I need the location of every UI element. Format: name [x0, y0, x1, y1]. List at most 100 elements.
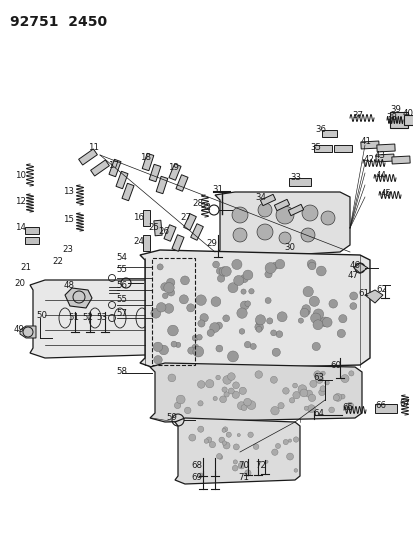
Polygon shape — [333, 144, 351, 151]
Polygon shape — [391, 156, 409, 164]
Circle shape — [175, 342, 180, 348]
Polygon shape — [65, 288, 92, 308]
Polygon shape — [140, 250, 369, 370]
Text: 27: 27 — [180, 214, 190, 222]
Text: 63: 63 — [312, 374, 323, 383]
Polygon shape — [260, 195, 275, 206]
Circle shape — [179, 295, 188, 304]
Text: 17: 17 — [108, 160, 119, 169]
Circle shape — [275, 260, 284, 269]
Polygon shape — [109, 159, 121, 177]
Circle shape — [297, 318, 303, 323]
Circle shape — [228, 282, 237, 293]
Circle shape — [255, 315, 265, 325]
Polygon shape — [143, 210, 150, 226]
Circle shape — [345, 402, 353, 410]
Text: 44: 44 — [375, 171, 386, 180]
Circle shape — [188, 434, 195, 441]
Polygon shape — [20, 326, 36, 338]
Text: 68: 68 — [190, 461, 202, 470]
Polygon shape — [122, 183, 134, 201]
Circle shape — [164, 304, 173, 313]
Circle shape — [328, 407, 334, 413]
Polygon shape — [376, 144, 394, 152]
Circle shape — [240, 289, 246, 294]
Circle shape — [206, 329, 214, 336]
Polygon shape — [90, 160, 109, 176]
Circle shape — [153, 356, 162, 364]
Polygon shape — [78, 149, 97, 165]
Circle shape — [243, 398, 251, 406]
Circle shape — [216, 268, 223, 274]
Text: 11: 11 — [88, 143, 99, 152]
Circle shape — [153, 342, 162, 352]
Text: 59: 59 — [166, 414, 176, 423]
Circle shape — [227, 373, 235, 381]
Circle shape — [166, 278, 174, 287]
Circle shape — [288, 439, 291, 442]
Text: 21: 21 — [20, 262, 31, 271]
Circle shape — [205, 379, 214, 388]
Bar — [152, 258, 195, 365]
Circle shape — [301, 205, 317, 221]
Circle shape — [249, 343, 256, 350]
Circle shape — [150, 308, 160, 318]
Circle shape — [192, 346, 203, 357]
Polygon shape — [322, 130, 337, 136]
Circle shape — [289, 398, 294, 403]
Text: 40: 40 — [402, 109, 413, 117]
Circle shape — [315, 376, 323, 383]
Circle shape — [292, 383, 297, 388]
Circle shape — [222, 441, 226, 445]
Text: 10: 10 — [15, 171, 26, 180]
Circle shape — [228, 388, 234, 394]
Text: 13: 13 — [63, 188, 74, 197]
Circle shape — [308, 394, 315, 401]
Circle shape — [308, 262, 315, 270]
Circle shape — [275, 331, 282, 337]
Circle shape — [333, 393, 341, 401]
Circle shape — [349, 303, 356, 310]
Circle shape — [211, 297, 220, 306]
Circle shape — [174, 402, 180, 409]
Circle shape — [167, 289, 174, 296]
Circle shape — [227, 351, 238, 362]
Circle shape — [171, 341, 176, 347]
Text: 35: 35 — [309, 142, 320, 151]
Circle shape — [191, 344, 199, 351]
Text: 24: 24 — [133, 238, 144, 246]
Circle shape — [162, 293, 168, 298]
Circle shape — [237, 462, 244, 469]
Circle shape — [305, 390, 312, 397]
Circle shape — [300, 228, 314, 242]
Circle shape — [209, 322, 219, 333]
Text: 70: 70 — [237, 461, 248, 470]
Circle shape — [244, 341, 250, 348]
Text: 72: 72 — [254, 461, 266, 470]
Circle shape — [328, 300, 337, 308]
Circle shape — [222, 376, 231, 384]
Circle shape — [254, 323, 263, 332]
Text: 29: 29 — [206, 239, 216, 248]
Circle shape — [311, 342, 320, 351]
Text: 65: 65 — [341, 402, 352, 411]
Text: 38: 38 — [385, 114, 396, 123]
Polygon shape — [154, 220, 162, 236]
Text: 43: 43 — [374, 150, 385, 159]
Circle shape — [324, 381, 328, 385]
Polygon shape — [288, 178, 310, 186]
Polygon shape — [353, 263, 367, 273]
Text: 42: 42 — [363, 156, 374, 165]
Circle shape — [278, 232, 290, 244]
Circle shape — [292, 392, 299, 399]
Polygon shape — [389, 112, 407, 128]
Circle shape — [319, 386, 325, 392]
Text: 45: 45 — [380, 189, 391, 198]
Circle shape — [302, 286, 313, 297]
Circle shape — [222, 427, 227, 432]
Circle shape — [187, 347, 195, 354]
Circle shape — [316, 266, 325, 276]
Polygon shape — [175, 418, 299, 484]
Circle shape — [213, 397, 217, 401]
Circle shape — [232, 391, 239, 399]
